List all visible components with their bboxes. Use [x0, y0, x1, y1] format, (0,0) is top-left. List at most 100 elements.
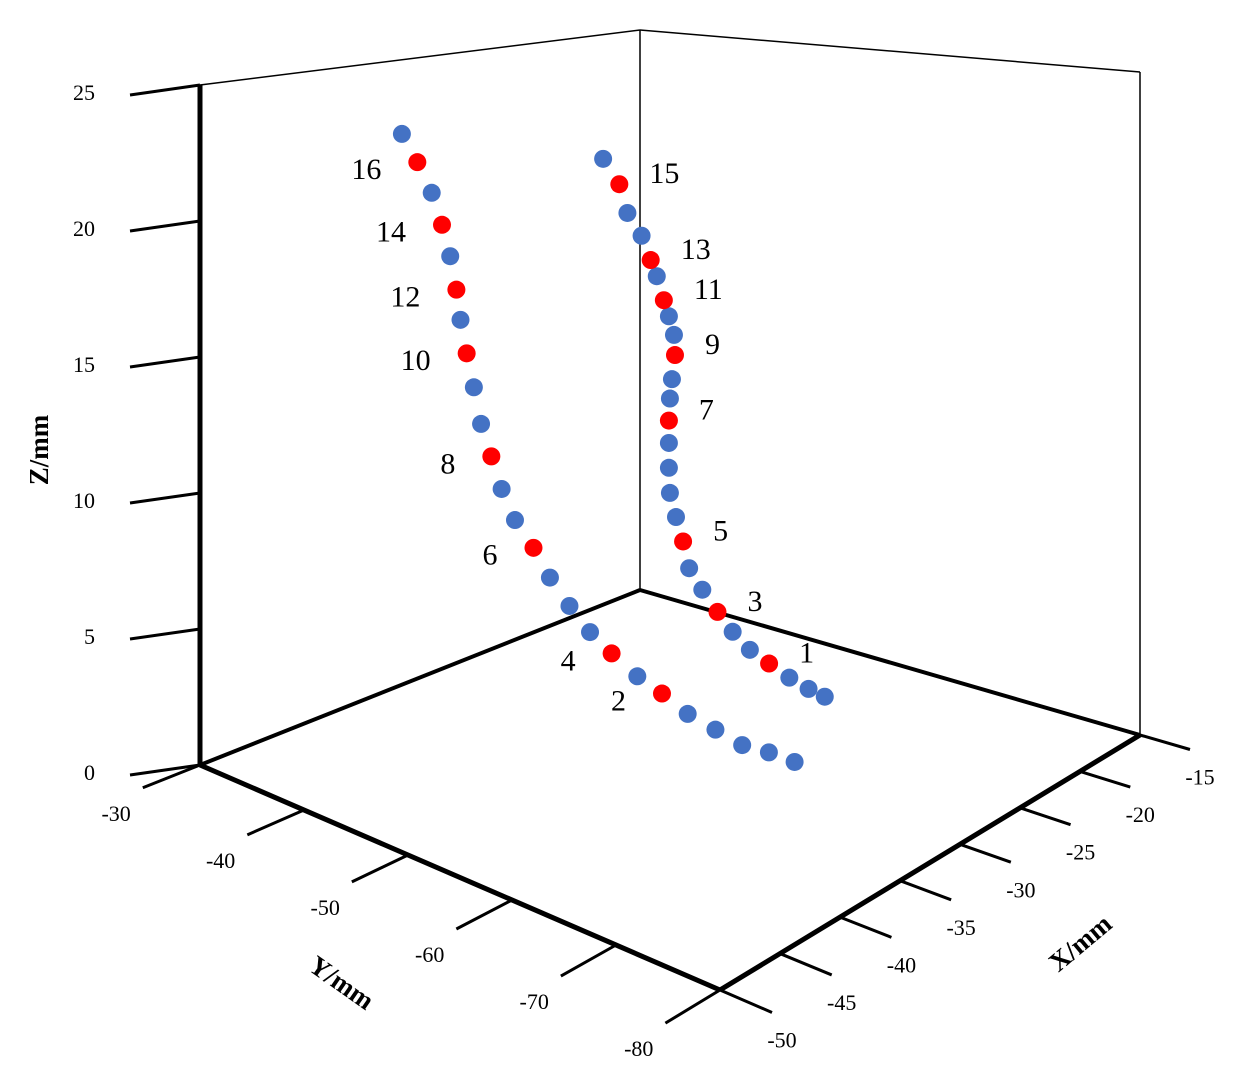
point	[602, 644, 621, 663]
point	[674, 532, 693, 551]
x-tick	[959, 842, 1012, 864]
point	[706, 720, 725, 739]
frame-edge	[639, 29, 1141, 73]
point-label: 2	[611, 684, 626, 717]
point	[664, 325, 683, 344]
point	[540, 568, 559, 587]
x-tick-label: -40	[887, 952, 916, 977]
floor-edge	[199, 588, 641, 767]
x-tick	[719, 988, 773, 1014]
point-label: 6	[482, 539, 497, 572]
point	[408, 153, 427, 172]
point	[457, 344, 476, 363]
z-tick-label: 15	[73, 352, 95, 377]
point	[665, 346, 684, 365]
point	[760, 654, 779, 673]
point	[680, 559, 699, 578]
point	[505, 511, 524, 530]
y-tick	[142, 763, 201, 790]
z-tick-label: 20	[73, 216, 95, 241]
point	[815, 687, 834, 706]
point	[482, 447, 501, 466]
point-label: 13	[681, 233, 711, 266]
point	[659, 433, 678, 452]
z-tick	[129, 83, 201, 97]
x-tick-label: -20	[1126, 802, 1155, 827]
x-tick	[779, 952, 833, 977]
point-label: 9	[705, 328, 720, 361]
x-axis-line	[718, 732, 1142, 993]
x-tick-label: -30	[1006, 877, 1035, 902]
frame-edge	[199, 29, 641, 86]
point	[659, 307, 678, 326]
point	[464, 378, 483, 397]
x-tick-label: -45	[827, 990, 856, 1015]
x-tick-label: -50	[767, 1028, 796, 1053]
point	[628, 667, 647, 686]
point-label: 3	[747, 585, 762, 618]
point	[581, 623, 600, 642]
point	[560, 596, 579, 615]
z-tick	[129, 627, 201, 641]
x-tick-label: -25	[1066, 840, 1095, 865]
x-tick	[1139, 733, 1191, 751]
point	[654, 291, 673, 310]
point-label: 11	[694, 273, 723, 306]
z-tick-label: 10	[73, 488, 95, 513]
point	[723, 622, 742, 641]
point-label: 4	[561, 644, 576, 677]
point-label: 16	[351, 153, 381, 186]
z-tick	[129, 219, 201, 233]
point-label: 10	[401, 344, 431, 377]
point	[422, 183, 441, 202]
point-label: 5	[713, 514, 728, 547]
point	[733, 736, 752, 755]
y-tick-label: -80	[624, 1036, 653, 1061]
point	[524, 538, 543, 557]
point	[392, 124, 411, 143]
y-axis-title: Y/mm	[304, 950, 381, 1016]
y-tick	[455, 898, 513, 931]
point	[659, 411, 678, 430]
point	[647, 267, 666, 286]
point	[678, 704, 697, 723]
point	[666, 508, 685, 527]
point	[759, 743, 778, 762]
point	[610, 175, 629, 194]
point	[432, 215, 451, 234]
x-tick	[899, 879, 952, 902]
point	[659, 458, 678, 477]
point	[780, 668, 799, 687]
point	[472, 414, 491, 433]
point	[799, 679, 818, 698]
point	[660, 389, 679, 408]
point-label: 14	[376, 216, 406, 249]
point-label: 12	[390, 281, 420, 314]
z-tick-label: 0	[84, 760, 95, 785]
y-tick-label: -60	[415, 942, 444, 967]
point	[785, 752, 804, 771]
point	[447, 280, 466, 299]
x-tick	[839, 915, 892, 939]
y-axis-line	[199, 762, 721, 993]
z-axis-title: Z/mm	[24, 414, 54, 485]
point	[693, 580, 712, 599]
x-tick	[1079, 769, 1131, 789]
z-tick-label: 25	[73, 80, 95, 105]
point	[451, 310, 470, 329]
y-tick	[351, 853, 409, 884]
point	[492, 479, 511, 498]
point-label: 15	[649, 157, 679, 190]
point	[708, 602, 727, 621]
point	[641, 251, 660, 270]
point	[441, 247, 460, 266]
point-label: 1	[799, 636, 814, 669]
point-label: 8	[440, 447, 455, 480]
z-tick	[129, 355, 201, 369]
z-tick	[129, 491, 201, 505]
y-tick-label: -40	[206, 848, 235, 873]
point-label: 7	[699, 393, 714, 426]
x-tick-label: -15	[1185, 765, 1214, 790]
point	[662, 370, 681, 389]
